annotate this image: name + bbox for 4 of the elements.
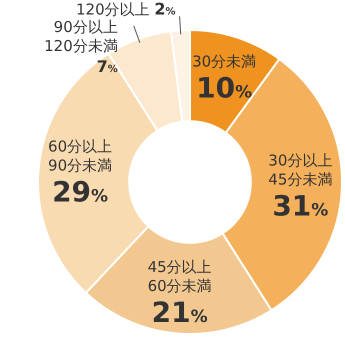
slice-label: 90分以上 120分未満 [44, 18, 118, 55]
data-label: 2% [154, 0, 176, 18]
slice-label: 120分以上 [76, 0, 150, 18]
data-label: 7% [96, 56, 118, 76]
